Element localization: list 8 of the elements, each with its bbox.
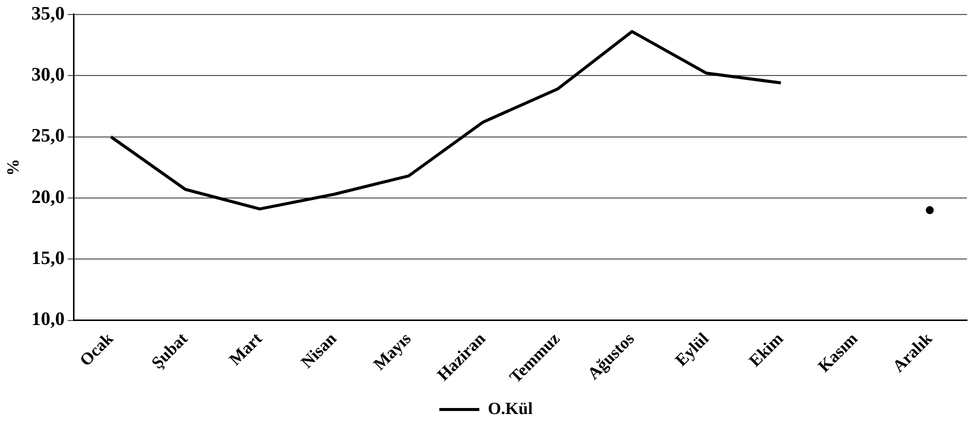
y-tick-label: 35,0	[31, 3, 65, 24]
y-tick-label: 30,0	[31, 64, 65, 86]
y-tick-label: 15,0	[31, 248, 65, 270]
y-tick-label: 25,0	[31, 126, 65, 147]
legend-label: O.Kül	[488, 398, 533, 418]
y-tick-label: 10,0	[31, 309, 65, 330]
y-tick-label: 20,0	[31, 186, 65, 208]
y-axis-title: %	[4, 158, 23, 176]
